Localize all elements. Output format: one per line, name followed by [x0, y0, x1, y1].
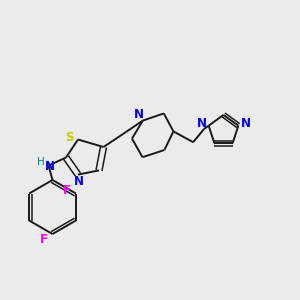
Text: S: S: [65, 130, 74, 144]
Text: N: N: [134, 108, 144, 121]
Text: N: N: [74, 175, 84, 188]
Text: N: N: [45, 160, 55, 173]
Text: F: F: [63, 184, 71, 197]
Text: F: F: [40, 233, 48, 246]
Text: N: N: [241, 117, 250, 130]
Text: N: N: [196, 117, 206, 130]
Text: H: H: [37, 157, 45, 167]
